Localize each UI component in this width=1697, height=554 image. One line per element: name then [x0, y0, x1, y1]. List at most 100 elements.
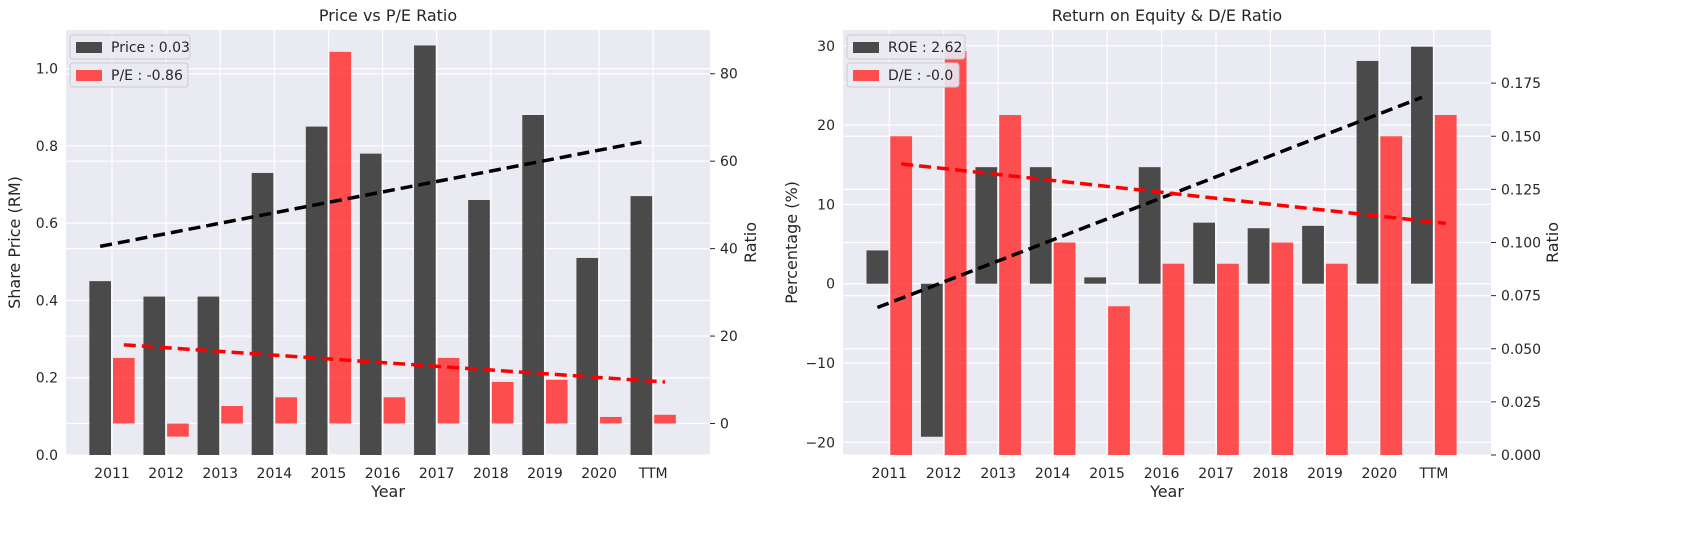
x-tick-label: 2017 [419, 466, 455, 482]
legend-label: ROE : 2.62 [888, 40, 962, 56]
chart-title: Price vs P/E Ratio [319, 6, 457, 25]
legend-label: Price : 0.03 [111, 40, 190, 56]
bar-secondary-2020 [1380, 136, 1403, 455]
chart-title: Return on Equity & D/E Ratio [1052, 6, 1282, 25]
y2-tick-label: 0.050 [1501, 342, 1541, 358]
bar-secondary-2016 [383, 397, 406, 424]
y2-tick-label: 20 [720, 329, 738, 345]
bar-primary-2012 [143, 296, 166, 455]
bar-primary-2016 [359, 153, 382, 456]
bar-primary-2020 [1356, 60, 1379, 284]
x-tick-label: 2012 [148, 466, 184, 482]
x-tick-label: 2015 [1089, 466, 1125, 482]
bar-secondary-2014 [275, 397, 297, 424]
legend-swatch [76, 42, 102, 53]
bar-primary-2012 [920, 283, 943, 437]
bar-secondary-2020 [600, 416, 622, 424]
legend-label: P/E : -0.86 [111, 68, 183, 84]
bar-secondary-2018 [1271, 242, 1294, 455]
bar-primary-2020 [576, 257, 599, 455]
trend-line-2 [123, 343, 666, 384]
y2-tick-label: 0 [720, 417, 729, 433]
y2-tick-label: 0.025 [1501, 395, 1541, 411]
x-tick-label: 2018 [1253, 466, 1289, 482]
bar-secondary-TTM [1434, 115, 1457, 455]
bar-secondary-2014 [1053, 242, 1076, 455]
bar-secondary-2018 [491, 381, 514, 424]
bar-secondary-2015 [1108, 306, 1130, 455]
y-axis-label: Share Price (RM) [5, 176, 24, 309]
y-tick-label: 0.6 [36, 216, 58, 232]
y2-tick-label: 0.100 [1501, 236, 1541, 252]
plot-background [66, 30, 710, 455]
bar-secondary-2019 [545, 379, 568, 424]
legend-swatch [76, 70, 102, 81]
x-tick-label: TTM [638, 466, 668, 482]
y-tick-label: 0.2 [36, 371, 58, 387]
bar-primary-2015 [305, 126, 328, 455]
y-tick-label: 20 [817, 118, 835, 134]
bar-primary-2011 [89, 281, 111, 455]
y2-tick-label: 60 [720, 154, 738, 170]
bar-secondary-2019 [1325, 263, 1348, 455]
bar-primary-TTM [1411, 46, 1433, 284]
x-axis-label: Year [1149, 482, 1184, 501]
bar-primary-2017 [1193, 222, 1216, 284]
legend-label: D/E : -0.0 [888, 68, 953, 84]
y2-tick-label: 40 [720, 242, 738, 258]
bar-primary-2019 [522, 115, 544, 455]
x-tick-label: 2020 [581, 466, 617, 482]
x-tick-label: 2014 [257, 466, 293, 482]
bar-primary-2018 [1247, 228, 1270, 284]
y-tick-label: 30 [817, 39, 835, 55]
x-tick-label: 2019 [1307, 466, 1343, 482]
bar-secondary-2011 [890, 136, 913, 455]
bar-primary-2014 [1029, 167, 1052, 284]
y-tick-label: −10 [805, 356, 835, 372]
y2-tick-label: 0.150 [1501, 129, 1541, 145]
bar-secondary-2012 [167, 423, 189, 437]
y-axis-label: Percentage (%) [782, 181, 801, 304]
bar-secondary-2016 [1162, 263, 1185, 455]
x-tick-label: 2016 [365, 466, 401, 482]
x-tick-label: 2012 [926, 466, 962, 482]
bar-primary-2019 [1302, 225, 1324, 284]
x-tick-label: 2014 [1035, 466, 1071, 482]
chart-panel-2: −20 −10 0 10 20 30 0.000 0.025 0.050 0.075 0.100 0.… [782, 6, 1562, 501]
y2-tick-label: 0.075 [1501, 289, 1541, 305]
y-tick-label: 0.0 [36, 448, 58, 464]
legend-swatch [853, 70, 879, 81]
y2-tick-label: 0.175 [1501, 76, 1541, 92]
trend-line-2 [900, 162, 1446, 226]
x-tick-label: 2013 [202, 466, 238, 482]
chart-panel-1: 0.0 0.2 0.4 0.6 0.8 1.0 0 20 40 60 80 2011 2012 2013 2… [5, 6, 760, 501]
y-tick-label: 10 [817, 197, 835, 213]
x-axis-label: Year [370, 482, 405, 501]
bar-primary-2016 [1138, 167, 1161, 284]
bar-primary-2013 [197, 296, 220, 455]
bar-secondary-2012 [944, 51, 967, 455]
x-tick-label: TTM [1418, 466, 1448, 482]
legend-swatch [853, 42, 879, 53]
y2-axis-label: Ratio [1543, 222, 1562, 263]
trend-line-1 [876, 95, 1423, 310]
y-tick-label: 1.0 [36, 62, 58, 78]
y2-tick-label: 0.125 [1501, 182, 1541, 198]
y2-tick-label: 0.000 [1501, 448, 1541, 464]
bar-secondary-2015 [329, 51, 352, 424]
bar-primary-2011 [866, 250, 889, 284]
y-tick-label: 0 [826, 277, 835, 293]
bar-secondary-2017 [1217, 263, 1239, 455]
x-tick-label: 2013 [980, 466, 1016, 482]
x-tick-label: 2016 [1144, 466, 1180, 482]
bar-secondary-2011 [113, 357, 135, 424]
y2-axis-label: Ratio [741, 222, 760, 263]
bar-primary-2015 [1084, 277, 1107, 284]
y-tick-label: −20 [805, 435, 835, 451]
bar-primary-TTM [630, 196, 653, 456]
y-tick-label: 0.8 [36, 139, 58, 155]
bar-secondary-2013 [221, 406, 243, 424]
bar-secondary-2017 [437, 357, 460, 424]
bar-primary-2014 [251, 172, 274, 456]
